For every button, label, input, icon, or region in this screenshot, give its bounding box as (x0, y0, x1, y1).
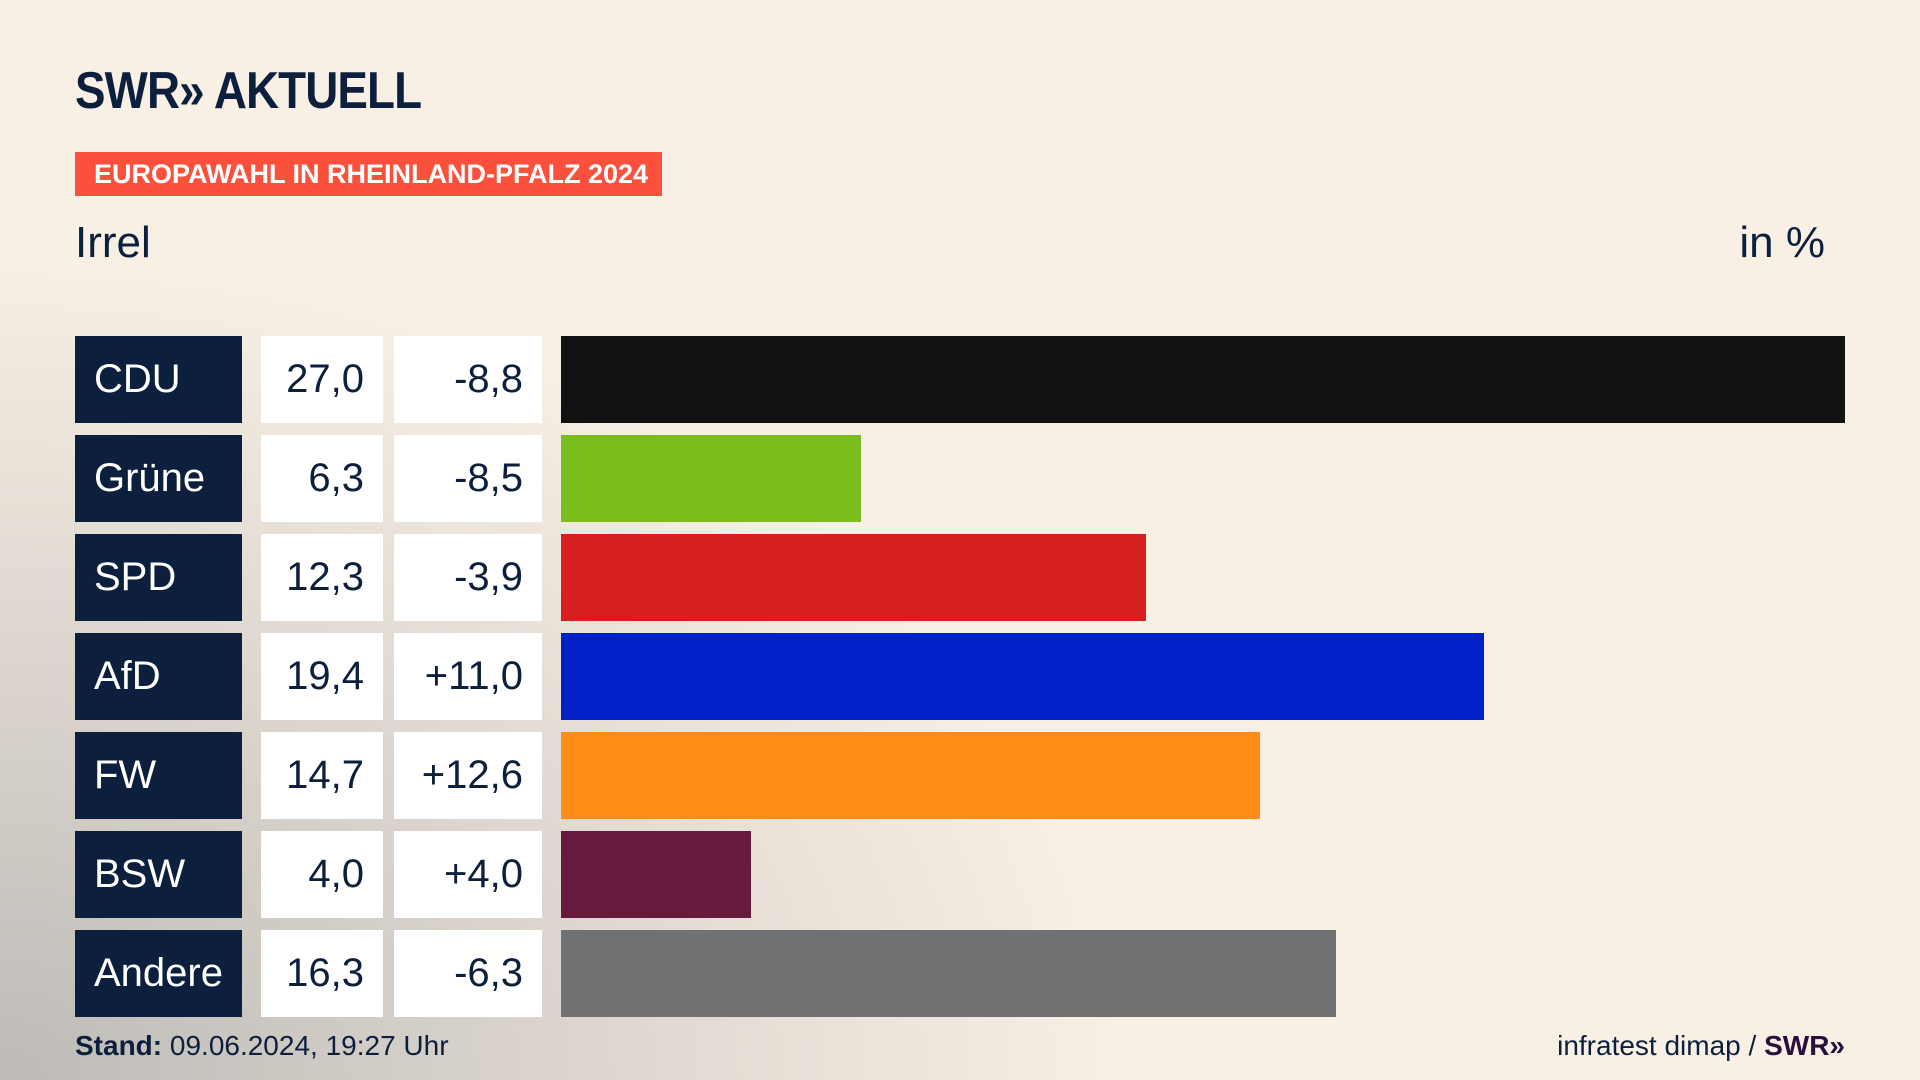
value-label: 16,3 (261, 930, 383, 1017)
party-label: CDU (75, 336, 242, 423)
value-label: 27,0 (261, 336, 383, 423)
bar-bsw (561, 831, 752, 918)
source-text: infratest dimap / (1557, 1030, 1757, 1061)
change-label: +4,0 (394, 831, 542, 918)
change-label: -8,8 (394, 336, 542, 423)
bar-andere (561, 930, 1337, 1017)
party-label: SPD (75, 534, 242, 621)
bar-fw (561, 732, 1261, 819)
result-row: BSW 4,0 +4,0 (75, 831, 1845, 918)
change-label: -8,5 (394, 435, 542, 522)
result-row: SPD 12,3 -3,9 (75, 534, 1845, 621)
source: infratest dimap / SWR» (1557, 1030, 1845, 1062)
change-label: -3,9 (394, 534, 542, 621)
party-label: FW (75, 732, 242, 819)
value-label: 19,4 (261, 633, 383, 720)
change-label: +11,0 (394, 633, 542, 720)
bar-grüne (561, 435, 861, 522)
change-label: +12,6 (394, 732, 542, 819)
result-row: CDU 27,0 -8,8 (75, 336, 1845, 423)
unit-label: in % (1739, 218, 1825, 267)
value-label: 12,3 (261, 534, 383, 621)
party-label: Grüne (75, 435, 242, 522)
value-label: 14,7 (261, 732, 383, 819)
bar-spd (561, 534, 1146, 621)
bar-afd (561, 633, 1484, 720)
stand-label: Stand: (75, 1030, 163, 1061)
value-label: 6,3 (261, 435, 383, 522)
result-row: Andere 16,3 -6,3 (75, 930, 1845, 1017)
swr-aktuell-logo: SWR» AKTUELL (75, 62, 422, 120)
place-title: Irrel (75, 218, 151, 267)
party-label: BSW (75, 831, 242, 918)
swr-logo: SWR» (1764, 1030, 1845, 1061)
value-label: 4,0 (261, 831, 383, 918)
change-label: -6,3 (394, 930, 542, 1017)
bar-cdu (561, 336, 1845, 423)
result-row: AfD 19,4 +11,0 (75, 633, 1845, 720)
stand-value: 09.06.2024, 19:27 Uhr (169, 1030, 449, 1061)
result-row: FW 14,7 +12,6 (75, 732, 1845, 819)
result-row: Grüne 6,3 -8,5 (75, 435, 1845, 522)
party-label: AfD (75, 633, 242, 720)
party-label: Andere (75, 930, 242, 1017)
election-badge: EUROPAWAHL IN RHEINLAND-PFALZ 2024 (75, 152, 662, 196)
timestamp: Stand: 09.06.2024, 19:27 Uhr (75, 1030, 449, 1062)
logo-text: SWR» AKTUELL (75, 62, 422, 120)
